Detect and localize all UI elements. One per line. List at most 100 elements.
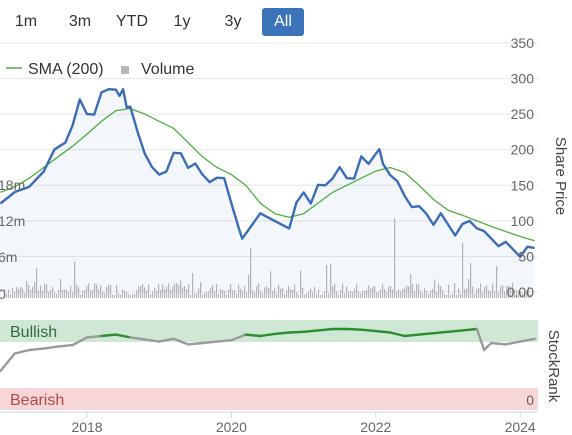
range-tab-3y[interactable]: 3y (224, 13, 242, 30)
volume-bar (520, 292, 522, 298)
stockrank-segment (71, 336, 89, 347)
stockrank-segment (519, 337, 536, 343)
volume-bar (274, 288, 276, 298)
volume-bar (112, 294, 114, 298)
price-line (0, 88, 535, 259)
volume-bar (22, 288, 24, 298)
stockrank-segment (482, 341, 493, 352)
volume-bar (286, 290, 288, 298)
volume-bar (218, 293, 220, 298)
volume-bar (222, 290, 224, 298)
volume-bar (376, 291, 378, 298)
volume-bar (314, 287, 316, 298)
volume-bar (264, 287, 266, 298)
volume-bar (454, 283, 456, 298)
volume-bar (526, 290, 528, 298)
volume-bar (18, 289, 20, 298)
volume-bar (328, 292, 330, 298)
volume-bar (156, 290, 158, 298)
bearish-label: Bearish (10, 392, 64, 409)
volume-bar (192, 272, 194, 298)
stockrank-segment (417, 332, 435, 336)
range-tab-all[interactable]: All (262, 8, 304, 36)
volume-bar (68, 291, 70, 298)
volume-bar (228, 289, 230, 298)
volume-tick-label: 0 (0, 286, 6, 302)
volume-bar (362, 291, 364, 298)
volume-bar (276, 293, 278, 298)
volume-bar (486, 285, 488, 298)
volume-bar (514, 289, 516, 298)
volume-bar (398, 289, 400, 298)
volume-bar (482, 292, 484, 298)
volume-bar (154, 287, 156, 298)
range-tab-ytd[interactable]: YTD (116, 13, 148, 30)
volume-bar (146, 290, 148, 298)
price-tick-label: 200 (511, 142, 535, 158)
volume-bar (232, 290, 234, 298)
price-tick-label: 250 (511, 106, 535, 122)
volume-bar (370, 288, 372, 298)
volume-bar (38, 291, 40, 298)
volume-bar (108, 284, 110, 298)
volume-bar (476, 288, 478, 298)
legend-volume-swatch (121, 66, 129, 74)
stockrank-segment (28, 347, 45, 352)
volume-bar (470, 263, 472, 298)
volume-bar (358, 290, 360, 298)
volume-bar (198, 288, 200, 298)
volume-tick-label: 6m (0, 249, 17, 265)
volume-bar (412, 283, 414, 298)
volume-bar (208, 291, 210, 298)
x-tick-label: 2024 (505, 419, 536, 435)
volume-bar (272, 290, 274, 298)
volume-bar (96, 284, 98, 298)
volume-bar (32, 286, 34, 298)
volume-bar (132, 293, 134, 298)
stockrank-segment (56, 343, 74, 348)
volume-bar (346, 286, 348, 298)
volume-bar (36, 268, 38, 298)
volume-bar (280, 288, 282, 298)
volume-bar (84, 290, 86, 298)
volume-bar (420, 290, 422, 298)
volume-bar (136, 290, 138, 298)
volume-bar (404, 288, 406, 298)
volume-bar (478, 288, 480, 298)
volume-bar (254, 292, 256, 298)
volume-bar (292, 289, 294, 298)
volume-bar (114, 294, 116, 298)
x-tick-label: 2020 (216, 419, 247, 435)
volume-tick-label: 18m (0, 177, 25, 193)
volume-bar (216, 284, 218, 298)
volume-bar (508, 286, 510, 298)
stockrank-segment (389, 331, 406, 338)
volume-bar (438, 283, 440, 298)
volume-bar (380, 289, 382, 298)
stockrank-segment (475, 327, 486, 352)
range-tab-3m[interactable]: 3m (68, 13, 92, 30)
volume-bar (504, 291, 506, 298)
volume-bar (206, 292, 208, 298)
volume-bar (10, 294, 12, 298)
volume-bar (16, 287, 18, 298)
volume-bar (530, 294, 532, 298)
volume-bar (140, 286, 142, 298)
volume-bar (388, 286, 390, 298)
volume-bar (456, 294, 458, 298)
volume-bar (496, 266, 498, 298)
volume-bar (374, 286, 376, 298)
volume-bar (58, 290, 60, 298)
volume-bar (424, 288, 426, 298)
volume-bar (460, 293, 462, 298)
volume-bar (242, 290, 244, 298)
volume-bar (258, 283, 260, 298)
volume-bar (134, 293, 136, 298)
range-tab-1y[interactable]: 1y (173, 13, 191, 30)
stockrank-segment (446, 329, 464, 333)
range-tab-1m[interactable]: 1m (14, 13, 38, 30)
volume-bar (200, 281, 202, 298)
volume-bar (74, 261, 76, 298)
volume-bar (354, 288, 356, 298)
volume-bar (240, 288, 242, 298)
